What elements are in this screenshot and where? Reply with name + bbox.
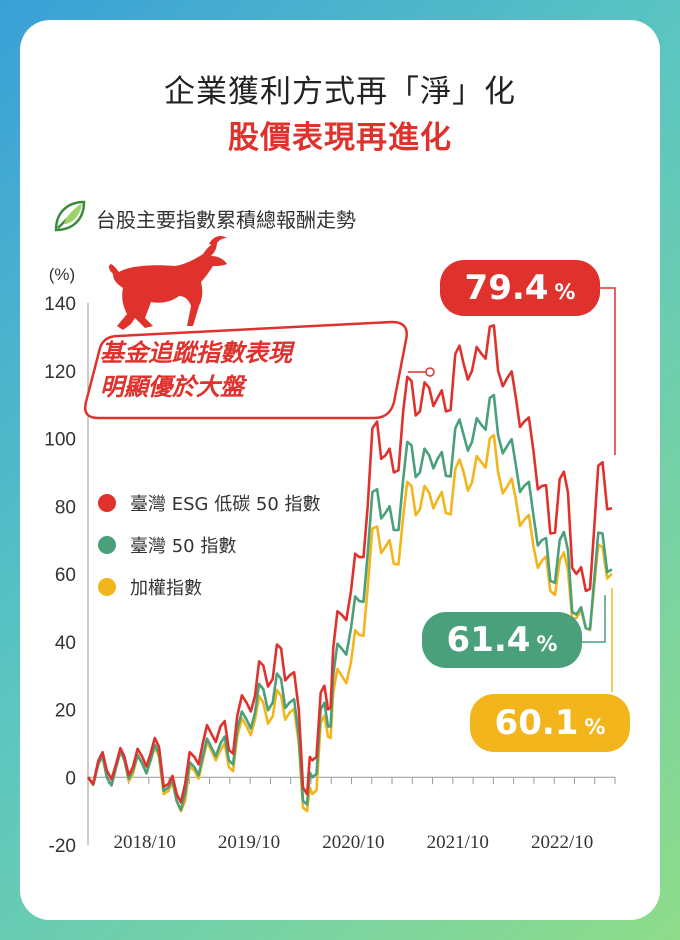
callout-text: 基金追蹤指數表現 明顯優於大盤 — [100, 336, 292, 404]
title-line-2: 股價表現再進化 — [228, 120, 452, 156]
legend-item-esg: 臺灣 ESG 低碳 50 指數 — [98, 482, 321, 524]
y-tick-label: 60 — [55, 565, 76, 586]
series-line-0 — [86, 324, 613, 804]
y-tick-label: -20 — [49, 836, 76, 857]
x-tick-label: 2019/10 — [218, 832, 280, 853]
callout-dot — [425, 367, 435, 377]
decor-layer — [84, 236, 616, 692]
leaf-icon — [54, 200, 86, 232]
y-tick-label: 20 — [55, 701, 76, 722]
legend-dot-tw50 — [98, 536, 116, 554]
bull-icon — [108, 236, 227, 330]
x-tick-label: 2018/10 — [114, 832, 176, 853]
callout-line-1: 基金追蹤指數表現 — [100, 339, 292, 367]
y-axis-unit-label: (%) — [49, 265, 75, 284]
legend-label-taiex: 加權指數 — [130, 578, 202, 599]
tw50-return-unit: % — [536, 632, 558, 656]
y-tick-label: 80 — [55, 497, 76, 518]
axes-group: 140 120 100 80 60 40 20 0 -20 (%) 2018/10 2019/10 20… — [44, 265, 616, 857]
series-line-1 — [86, 393, 613, 812]
y-tick-label: 140 — [44, 294, 76, 315]
x-tick-label: 2020/10 — [322, 832, 384, 853]
legend-label-tw50: 臺灣 50 指數 — [130, 536, 237, 557]
esg-return-badge: 79.4 % — [440, 260, 600, 316]
legend-label-esg: 臺灣 ESG 低碳 50 指數 — [130, 494, 321, 515]
callout-line-2: 明顯優於大盤 — [100, 373, 244, 401]
esg-connector — [600, 287, 616, 455]
esg-return-unit: % — [554, 280, 576, 304]
x-tick-label: 2022/10 — [531, 832, 593, 853]
taiex-return-badge: 60.1 % — [470, 694, 630, 752]
y-tick-label: 0 — [65, 768, 76, 789]
tw50-return-badge: 61.4 % — [422, 612, 582, 668]
legend: 臺灣 ESG 低碳 50 指數 臺灣 50 指數 加權指數 — [98, 482, 321, 608]
tw50-connector — [582, 595, 606, 643]
x-tick-label: 2021/10 — [427, 832, 489, 853]
series-layer — [86, 324, 613, 813]
callout-box — [84, 320, 408, 420]
legend-item-tw50: 臺灣 50 指數 — [98, 524, 321, 566]
y-tick-label: 100 — [44, 430, 76, 451]
y-tick-label: 40 — [55, 633, 76, 654]
legend-item-taiex: 加權指數 — [98, 566, 321, 608]
legend-dot-esg — [98, 494, 116, 512]
title-line-1: 企業獲利方式再「淨」化 — [164, 74, 516, 110]
taiex-return-unit: % — [584, 715, 606, 739]
y-tick-label: 120 — [44, 362, 76, 383]
chart-subtitle: 台股主要指數累積總報酬走勢 — [96, 208, 356, 232]
taiex-return-value: 60.1 — [494, 703, 579, 743]
tw50-return-value: 61.4 — [446, 620, 531, 660]
legend-dot-taiex — [98, 578, 116, 596]
esg-return-value: 79.4 — [464, 268, 549, 308]
